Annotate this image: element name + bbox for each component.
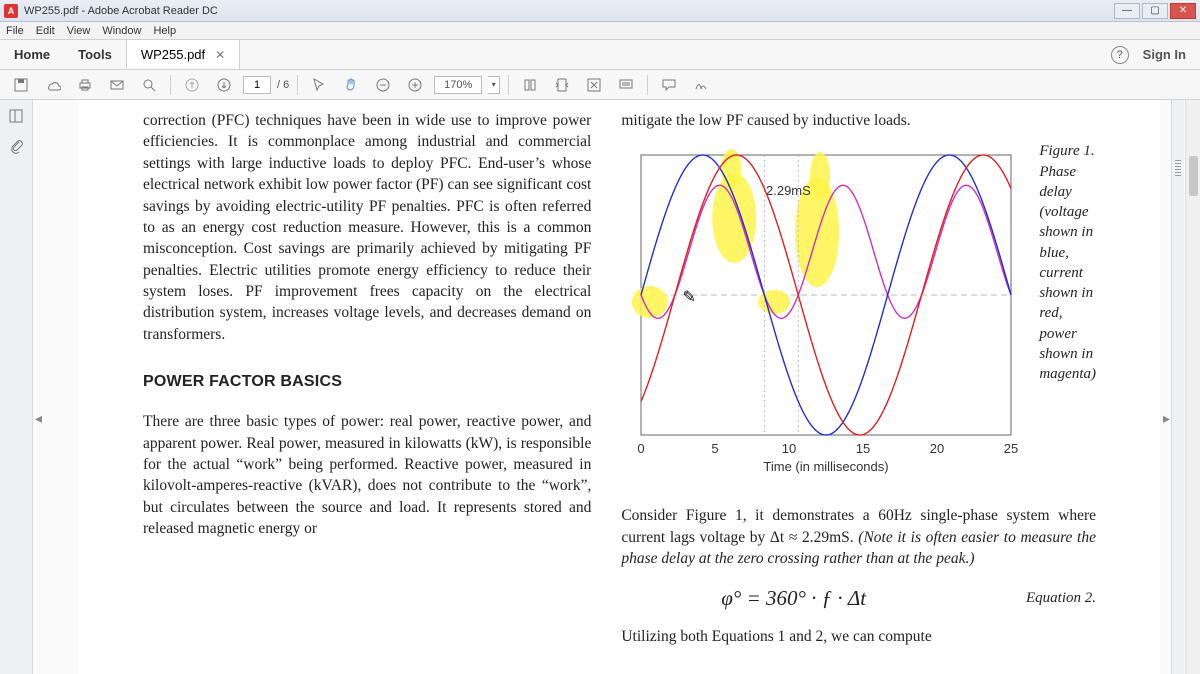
menu-edit[interactable]: Edit <box>36 25 55 37</box>
svg-text:Time (in milliseconds): Time (in milliseconds) <box>764 459 889 474</box>
document-tab[interactable]: WP255.pdf ✕ <box>126 40 240 69</box>
page-total-label: / 6 <box>277 79 289 91</box>
body-paragraph: correction (PFC) techniques have been in… <box>143 110 591 345</box>
email-icon[interactable] <box>104 74 130 96</box>
maximize-button[interactable]: ▢ <box>1142 3 1168 19</box>
print-icon[interactable] <box>72 74 98 96</box>
hand-tool-icon[interactable] <box>338 74 364 96</box>
figure-caption: Figure 1. Phase delay (voltage shown in … <box>1039 141 1096 384</box>
document-page: correction (PFC) techniques have been in… <box>79 100 1160 674</box>
prev-page-icon[interactable] <box>179 74 205 96</box>
cloud-icon[interactable] <box>40 74 66 96</box>
window-titlebar: A WP255.pdf - Adobe Acrobat Reader DC — … <box>0 0 1200 22</box>
svg-text:2.29mS: 2.29mS <box>766 183 811 198</box>
vertical-scrollbar[interactable] <box>1185 100 1200 674</box>
body-paragraph: Consider Figure 1, it demonstrates a 60H… <box>621 505 1096 569</box>
svg-text:10: 10 <box>782 441 796 456</box>
collapse-left-icon[interactable]: ◂ <box>35 410 42 427</box>
equation-label: Equation 2. <box>1026 588 1096 609</box>
menu-view[interactable]: View <box>67 25 91 37</box>
comment-icon[interactable] <box>656 74 682 96</box>
search-icon[interactable] <box>136 74 162 96</box>
toolbar-separator <box>647 75 648 95</box>
sign-icon[interactable] <box>688 74 714 96</box>
tab-tools[interactable]: Tools <box>64 40 126 69</box>
menubar: File Edit View Window Help <box>0 22 1200 40</box>
selection-tool-icon[interactable] <box>306 74 332 96</box>
close-tab-icon[interactable]: ✕ <box>215 48 225 62</box>
collapse-right-icon[interactable]: ▸ <box>1163 410 1170 427</box>
tab-row: Home Tools WP255.pdf ✕ ? Sign In <box>0 40 1200 70</box>
right-column: mitigate the low PF caused by inductive … <box>621 110 1096 648</box>
navigation-rail <box>0 100 33 674</box>
equation-formula: φ° = 360° · ƒ · Δt <box>621 584 966 613</box>
toolbar-separator <box>297 75 298 95</box>
body-paragraph: Utilizing both Equations 1 and 2, we can… <box>621 626 1096 647</box>
toolbar: / 6 170% ▾ <box>0 70 1200 100</box>
save-icon[interactable] <box>8 74 34 96</box>
thumbnails-icon[interactable] <box>6 106 26 126</box>
toolbar-separator <box>508 75 509 95</box>
help-icon[interactable]: ? <box>1111 46 1129 64</box>
fit-width-icon[interactable] <box>517 74 543 96</box>
next-page-icon[interactable] <box>211 74 237 96</box>
app-icon: A <box>4 4 18 18</box>
zoom-in-icon[interactable] <box>402 74 428 96</box>
tab-home[interactable]: Home <box>0 40 64 69</box>
svg-text:20: 20 <box>930 441 944 456</box>
scroll-thumb[interactable] <box>1189 156 1198 196</box>
zoom-out-icon[interactable] <box>370 74 396 96</box>
svg-text:5: 5 <box>712 441 719 456</box>
menu-help[interactable]: Help <box>153 25 176 37</box>
zoom-value[interactable]: 170% <box>434 76 482 94</box>
svg-text:✎: ✎ <box>683 289 696 306</box>
page-area: ◂ ▸ correction (PFC) techniques have bee… <box>33 100 1200 674</box>
svg-text:15: 15 <box>856 441 870 456</box>
svg-text:25: 25 <box>1004 441 1018 456</box>
phase-delay-chart: 2.29mS 0 5 10 15 20 25 Time (in milliseconds) ✎ <box>621 145 1021 475</box>
attachments-icon[interactable] <box>6 136 26 156</box>
body-paragraph: mitigate the low PF caused by inductive … <box>621 110 1096 131</box>
fullscreen-icon[interactable] <box>581 74 607 96</box>
rail-grip-icon <box>1175 160 1181 178</box>
window-title: WP255.pdf - Adobe Acrobat Reader DC <box>24 5 218 17</box>
page-number-input[interactable] <box>243 76 271 94</box>
document-tab-label: WP255.pdf <box>141 47 205 62</box>
zoom-dropdown-icon[interactable]: ▾ <box>488 76 500 94</box>
svg-text:0: 0 <box>638 441 645 456</box>
read-mode-icon[interactable] <box>613 74 639 96</box>
minimize-button[interactable]: — <box>1114 3 1140 19</box>
sign-in-link[interactable]: Sign In <box>1143 47 1186 62</box>
figure-1-chart: 2.29mS 0 5 10 15 20 25 Time (in milliseconds) ✎ <box>621 145 1021 475</box>
toolbar-separator <box>170 75 171 95</box>
body-paragraph: There are three basic types of power: re… <box>143 411 591 539</box>
close-button[interactable]: ✕ <box>1170 3 1196 19</box>
menu-file[interactable]: File <box>6 25 24 37</box>
tools-rail[interactable] <box>1171 100 1184 674</box>
fit-page-icon[interactable] <box>549 74 575 96</box>
left-column: correction (PFC) techniques have been in… <box>143 110 591 648</box>
workspace: ◂ ▸ correction (PFC) techniques have bee… <box>0 100 1200 674</box>
menu-window[interactable]: Window <box>102 25 141 37</box>
section-heading: POWER FACTOR BASICS <box>143 371 591 393</box>
